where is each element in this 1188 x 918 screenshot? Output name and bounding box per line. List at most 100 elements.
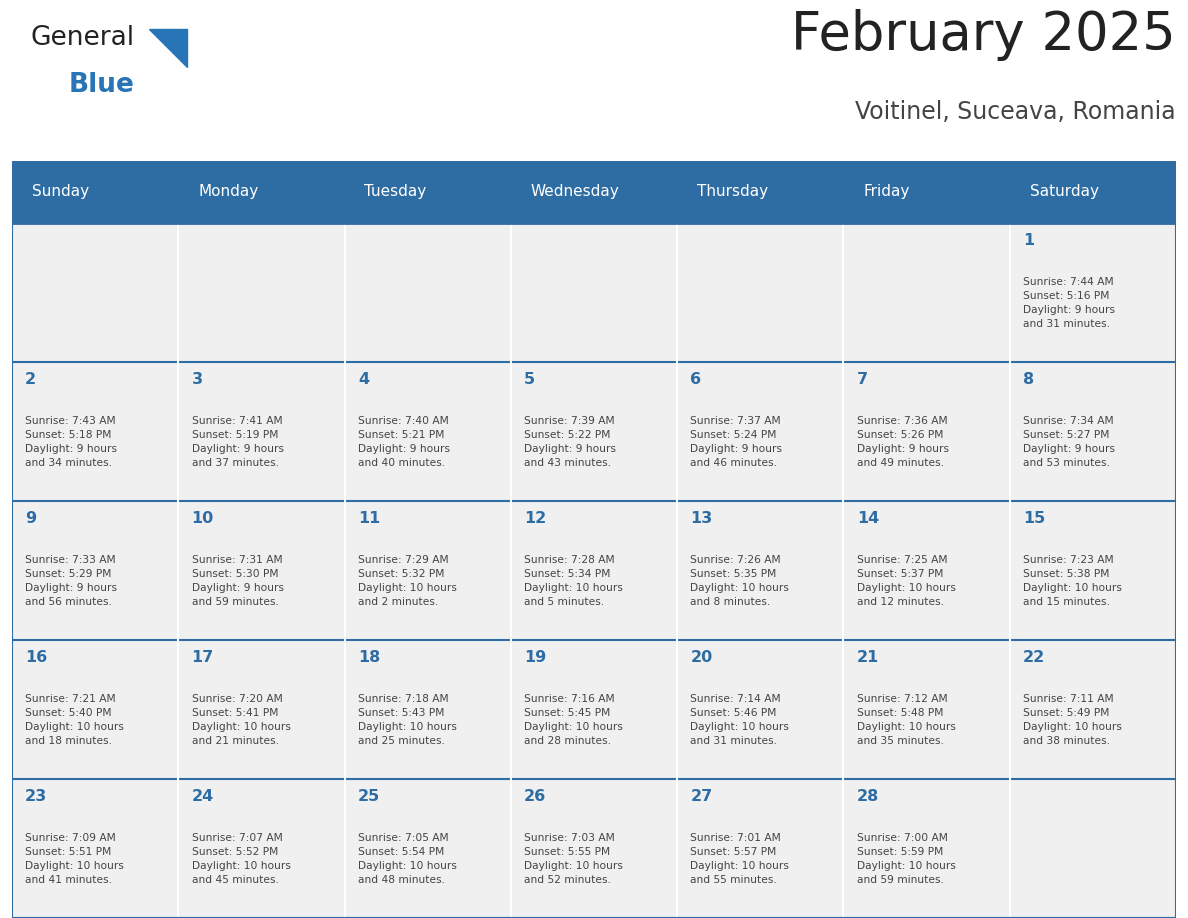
- Text: Saturday: Saturday: [1030, 185, 1099, 199]
- Text: 23: 23: [25, 789, 48, 804]
- Bar: [843, 362, 1010, 501]
- Text: 1: 1: [1023, 232, 1035, 248]
- Bar: [1010, 362, 1176, 501]
- Bar: [677, 779, 843, 918]
- Text: 17: 17: [191, 650, 214, 665]
- Bar: [843, 779, 1010, 918]
- Bar: [178, 223, 345, 362]
- Text: Sunrise: 7:33 AM
Sunset: 5:29 PM
Daylight: 9 hours
and 56 minutes.: Sunrise: 7:33 AM Sunset: 5:29 PM Dayligh…: [25, 555, 118, 608]
- Text: 26: 26: [524, 789, 546, 804]
- Text: Sunrise: 7:36 AM
Sunset: 5:26 PM
Daylight: 9 hours
and 49 minutes.: Sunrise: 7:36 AM Sunset: 5:26 PM Dayligh…: [857, 417, 949, 468]
- Text: Sunrise: 7:28 AM
Sunset: 5:34 PM
Daylight: 10 hours
and 5 minutes.: Sunrise: 7:28 AM Sunset: 5:34 PM Dayligh…: [524, 555, 623, 608]
- Text: Sunday: Sunday: [32, 185, 89, 199]
- Bar: [843, 640, 1010, 779]
- Bar: [511, 779, 677, 918]
- Text: 14: 14: [857, 510, 879, 526]
- Text: Monday: Monday: [198, 185, 259, 199]
- Text: Sunrise: 7:21 AM
Sunset: 5:40 PM
Daylight: 10 hours
and 18 minutes.: Sunrise: 7:21 AM Sunset: 5:40 PM Dayligh…: [25, 694, 124, 746]
- Text: Friday: Friday: [864, 185, 910, 199]
- Text: Wednesday: Wednesday: [531, 185, 620, 199]
- Text: 12: 12: [524, 510, 546, 526]
- Text: 25: 25: [358, 789, 380, 804]
- Text: Sunrise: 7:16 AM
Sunset: 5:45 PM
Daylight: 10 hours
and 28 minutes.: Sunrise: 7:16 AM Sunset: 5:45 PM Dayligh…: [524, 694, 623, 746]
- Text: 18: 18: [358, 650, 380, 665]
- Text: Sunrise: 7:43 AM
Sunset: 5:18 PM
Daylight: 9 hours
and 34 minutes.: Sunrise: 7:43 AM Sunset: 5:18 PM Dayligh…: [25, 417, 118, 468]
- Text: Sunrise: 7:23 AM
Sunset: 5:38 PM
Daylight: 10 hours
and 15 minutes.: Sunrise: 7:23 AM Sunset: 5:38 PM Dayligh…: [1023, 555, 1121, 608]
- Text: 9: 9: [25, 510, 37, 526]
- Text: 15: 15: [1023, 510, 1045, 526]
- Bar: [843, 223, 1010, 362]
- Bar: [12, 362, 178, 501]
- Text: Sunrise: 7:20 AM
Sunset: 5:41 PM
Daylight: 10 hours
and 21 minutes.: Sunrise: 7:20 AM Sunset: 5:41 PM Dayligh…: [191, 694, 290, 746]
- Text: Sunrise: 7:34 AM
Sunset: 5:27 PM
Daylight: 9 hours
and 53 minutes.: Sunrise: 7:34 AM Sunset: 5:27 PM Dayligh…: [1023, 417, 1116, 468]
- Bar: [843, 501, 1010, 640]
- Text: 22: 22: [1023, 650, 1045, 665]
- Bar: [511, 362, 677, 501]
- Bar: [178, 362, 345, 501]
- Text: Sunrise: 7:05 AM
Sunset: 5:54 PM
Daylight: 10 hours
and 48 minutes.: Sunrise: 7:05 AM Sunset: 5:54 PM Dayligh…: [358, 834, 456, 886]
- Text: Sunrise: 7:40 AM
Sunset: 5:21 PM
Daylight: 9 hours
and 40 minutes.: Sunrise: 7:40 AM Sunset: 5:21 PM Dayligh…: [358, 417, 450, 468]
- Text: Sunrise: 7:07 AM
Sunset: 5:52 PM
Daylight: 10 hours
and 45 minutes.: Sunrise: 7:07 AM Sunset: 5:52 PM Dayligh…: [191, 834, 290, 886]
- Text: Sunrise: 7:29 AM
Sunset: 5:32 PM
Daylight: 10 hours
and 2 minutes.: Sunrise: 7:29 AM Sunset: 5:32 PM Dayligh…: [358, 555, 456, 608]
- Text: 6: 6: [690, 372, 702, 386]
- Bar: [1010, 223, 1176, 362]
- Bar: [12, 640, 178, 779]
- Bar: [345, 640, 511, 779]
- Text: 13: 13: [690, 510, 713, 526]
- Bar: [345, 779, 511, 918]
- Bar: [1010, 501, 1176, 640]
- Text: Sunrise: 7:37 AM
Sunset: 5:24 PM
Daylight: 9 hours
and 46 minutes.: Sunrise: 7:37 AM Sunset: 5:24 PM Dayligh…: [690, 417, 783, 468]
- Text: Sunrise: 7:44 AM
Sunset: 5:16 PM
Daylight: 9 hours
and 31 minutes.: Sunrise: 7:44 AM Sunset: 5:16 PM Dayligh…: [1023, 277, 1116, 330]
- Bar: [12, 779, 178, 918]
- Bar: [511, 501, 677, 640]
- Text: Sunrise: 7:03 AM
Sunset: 5:55 PM
Daylight: 10 hours
and 52 minutes.: Sunrise: 7:03 AM Sunset: 5:55 PM Dayligh…: [524, 834, 623, 886]
- Text: 19: 19: [524, 650, 546, 665]
- Text: 24: 24: [191, 789, 214, 804]
- Text: 16: 16: [25, 650, 48, 665]
- Text: 8: 8: [1023, 372, 1035, 386]
- Text: 20: 20: [690, 650, 713, 665]
- Text: 3: 3: [191, 372, 203, 386]
- Bar: [677, 501, 843, 640]
- Text: Sunrise: 7:11 AM
Sunset: 5:49 PM
Daylight: 10 hours
and 38 minutes.: Sunrise: 7:11 AM Sunset: 5:49 PM Dayligh…: [1023, 694, 1121, 746]
- Bar: [677, 362, 843, 501]
- Text: Blue: Blue: [69, 73, 134, 98]
- Text: Sunrise: 7:26 AM
Sunset: 5:35 PM
Daylight: 10 hours
and 8 minutes.: Sunrise: 7:26 AM Sunset: 5:35 PM Dayligh…: [690, 555, 789, 608]
- Bar: [345, 223, 511, 362]
- Text: 21: 21: [857, 650, 879, 665]
- Text: February 2025: February 2025: [791, 9, 1176, 62]
- Bar: [12, 161, 1176, 223]
- Text: 7: 7: [857, 372, 868, 386]
- Text: 5: 5: [524, 372, 536, 386]
- Bar: [677, 640, 843, 779]
- Bar: [12, 501, 178, 640]
- Text: 2: 2: [25, 372, 37, 386]
- Bar: [511, 223, 677, 362]
- Text: Voitinel, Suceava, Romania: Voitinel, Suceava, Romania: [855, 100, 1176, 125]
- Text: 11: 11: [358, 510, 380, 526]
- Bar: [1010, 640, 1176, 779]
- Text: General: General: [31, 26, 135, 51]
- Bar: [12, 223, 178, 362]
- Text: Sunrise: 7:14 AM
Sunset: 5:46 PM
Daylight: 10 hours
and 31 minutes.: Sunrise: 7:14 AM Sunset: 5:46 PM Dayligh…: [690, 694, 789, 746]
- Text: Sunrise: 7:31 AM
Sunset: 5:30 PM
Daylight: 9 hours
and 59 minutes.: Sunrise: 7:31 AM Sunset: 5:30 PM Dayligh…: [191, 555, 284, 608]
- Text: Sunrise: 7:25 AM
Sunset: 5:37 PM
Daylight: 10 hours
and 12 minutes.: Sunrise: 7:25 AM Sunset: 5:37 PM Dayligh…: [857, 555, 955, 608]
- Bar: [1010, 779, 1176, 918]
- Text: Tuesday: Tuesday: [365, 185, 426, 199]
- Text: Sunrise: 7:39 AM
Sunset: 5:22 PM
Daylight: 9 hours
and 43 minutes.: Sunrise: 7:39 AM Sunset: 5:22 PM Dayligh…: [524, 417, 617, 468]
- Text: Sunrise: 7:41 AM
Sunset: 5:19 PM
Daylight: 9 hours
and 37 minutes.: Sunrise: 7:41 AM Sunset: 5:19 PM Dayligh…: [191, 417, 284, 468]
- Bar: [345, 501, 511, 640]
- Text: Thursday: Thursday: [697, 185, 769, 199]
- Polygon shape: [148, 28, 187, 68]
- Text: Sunrise: 7:18 AM
Sunset: 5:43 PM
Daylight: 10 hours
and 25 minutes.: Sunrise: 7:18 AM Sunset: 5:43 PM Dayligh…: [358, 694, 456, 746]
- Bar: [178, 640, 345, 779]
- Bar: [345, 362, 511, 501]
- Text: 10: 10: [191, 510, 214, 526]
- Text: 4: 4: [358, 372, 369, 386]
- Text: 28: 28: [857, 789, 879, 804]
- Bar: [178, 779, 345, 918]
- Text: Sunrise: 7:01 AM
Sunset: 5:57 PM
Daylight: 10 hours
and 55 minutes.: Sunrise: 7:01 AM Sunset: 5:57 PM Dayligh…: [690, 834, 789, 886]
- Text: Sunrise: 7:12 AM
Sunset: 5:48 PM
Daylight: 10 hours
and 35 minutes.: Sunrise: 7:12 AM Sunset: 5:48 PM Dayligh…: [857, 694, 955, 746]
- Text: 27: 27: [690, 789, 713, 804]
- Text: Sunrise: 7:00 AM
Sunset: 5:59 PM
Daylight: 10 hours
and 59 minutes.: Sunrise: 7:00 AM Sunset: 5:59 PM Dayligh…: [857, 834, 955, 886]
